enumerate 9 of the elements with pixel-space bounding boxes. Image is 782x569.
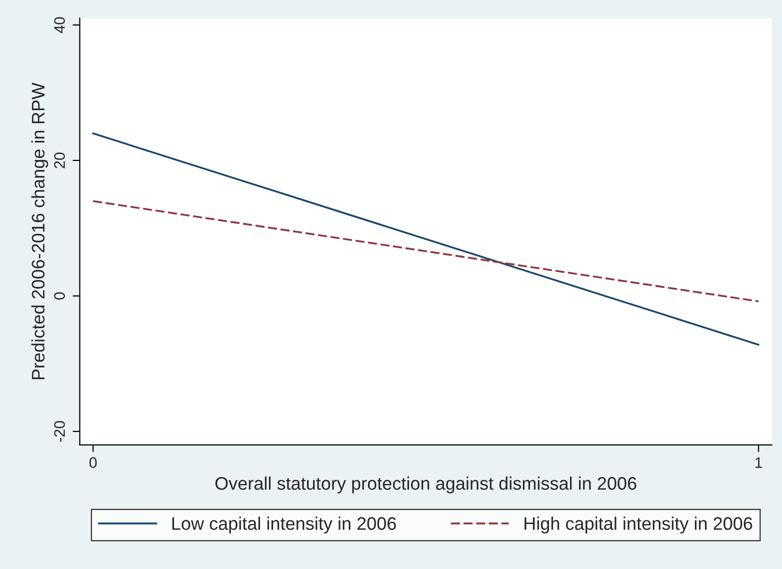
y-tick-label: 40 bbox=[54, 17, 65, 34]
x-axis-title: Overall statutory protection against dismissal in 2006 bbox=[215, 476, 636, 494]
legend-label: Low capital intensity in 2006 bbox=[172, 516, 396, 534]
x-tick-label: 1 bbox=[755, 457, 762, 468]
y-tick-label: -20 bbox=[54, 420, 65, 442]
legend-label: High capital intensity in 2006 bbox=[524, 516, 752, 534]
y-tick-label: 0 bbox=[54, 292, 65, 300]
y-axis-title: Predicted 2006-2016 change in RPW bbox=[31, 82, 48, 380]
y-tick-label: 20 bbox=[54, 152, 65, 168]
